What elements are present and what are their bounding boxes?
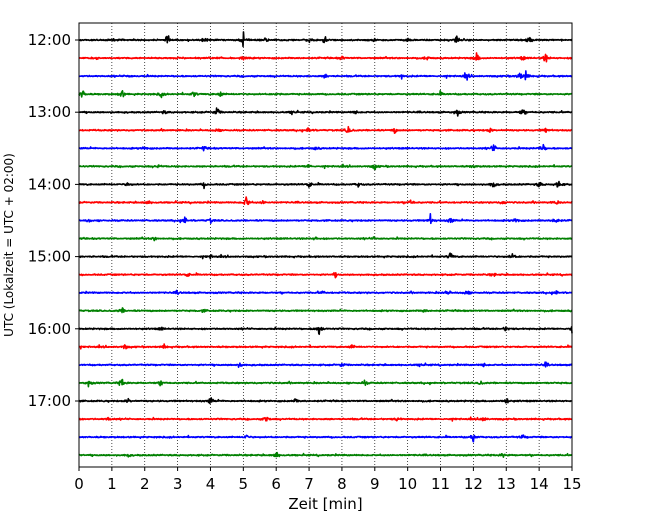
trace-1630 — [78, 361, 573, 368]
trace-1515 — [78, 271, 573, 279]
trace-1645 — [78, 378, 573, 388]
trace-1330 — [78, 143, 573, 152]
x-tick-label: 14 — [530, 475, 549, 493]
x-tick-label: 5 — [239, 475, 249, 493]
trace-1615 — [78, 343, 573, 350]
y-tick-label: 13:00 — [28, 103, 71, 121]
y-tick-label: 16:00 — [28, 320, 71, 338]
grid-layer — [111, 23, 540, 467]
y-tick-label: 12:00 — [28, 31, 71, 49]
trace-1545 — [78, 307, 573, 314]
trace-1315 — [78, 125, 573, 134]
x-tick-label: 1 — [107, 475, 117, 493]
x-tick-label: 9 — [370, 475, 380, 493]
trace-1730 — [78, 434, 573, 443]
x-tick-label: 15 — [562, 475, 581, 493]
trace-1230 — [78, 70, 573, 81]
trace-1715 — [78, 416, 573, 422]
trace-1430 — [78, 213, 573, 225]
trace-1445 — [78, 236, 573, 242]
trace-1200 — [78, 31, 573, 48]
trace-1345 — [78, 163, 573, 171]
y-tick-label: 15:00 — [28, 248, 71, 266]
plot-frame — [78, 22, 573, 468]
x-tick-label: 11 — [431, 475, 450, 493]
x-tick-label: 13 — [497, 475, 516, 493]
x-tick-label: 4 — [206, 475, 216, 493]
x-tick-label: 7 — [304, 475, 314, 493]
trace-1745 — [78, 451, 573, 458]
trace-1400 — [78, 180, 573, 190]
trace-1300 — [78, 107, 573, 117]
x-axis-label: Zeit [min] — [288, 495, 362, 513]
trace-1245 — [78, 89, 573, 99]
trace-layer — [78, 31, 573, 458]
trace-1215 — [78, 52, 573, 63]
x-tick-label: 6 — [271, 475, 281, 493]
trace-1500 — [78, 252, 573, 260]
x-tick-label: 8 — [337, 475, 347, 493]
trace-1530 — [78, 289, 573, 296]
x-tick-label: 0 — [74, 475, 84, 493]
trace-1600 — [78, 326, 573, 336]
y-tick-label: 14:00 — [28, 175, 71, 193]
trace-1415 — [78, 196, 573, 206]
trace-1700 — [78, 397, 573, 405]
x-tick-label: 12 — [464, 475, 483, 493]
y-tick-label: 17:00 — [28, 392, 71, 410]
x-tick-label: 2 — [140, 475, 150, 493]
y-axis-label: UTC (Lokalzeit = UTC + 02:00) — [2, 153, 16, 337]
x-tick-label: 10 — [398, 475, 417, 493]
axis-layer: 0 1 2 3 4 5 6 7 8 9 10 11 12 13 14 1512:0013:0014:0015:… — [28, 31, 582, 493]
x-tick-label: 3 — [173, 475, 183, 493]
